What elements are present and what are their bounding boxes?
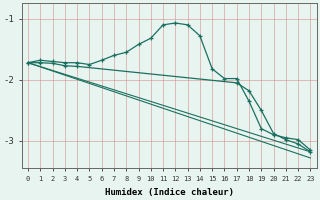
X-axis label: Humidex (Indice chaleur): Humidex (Indice chaleur) bbox=[105, 188, 234, 197]
